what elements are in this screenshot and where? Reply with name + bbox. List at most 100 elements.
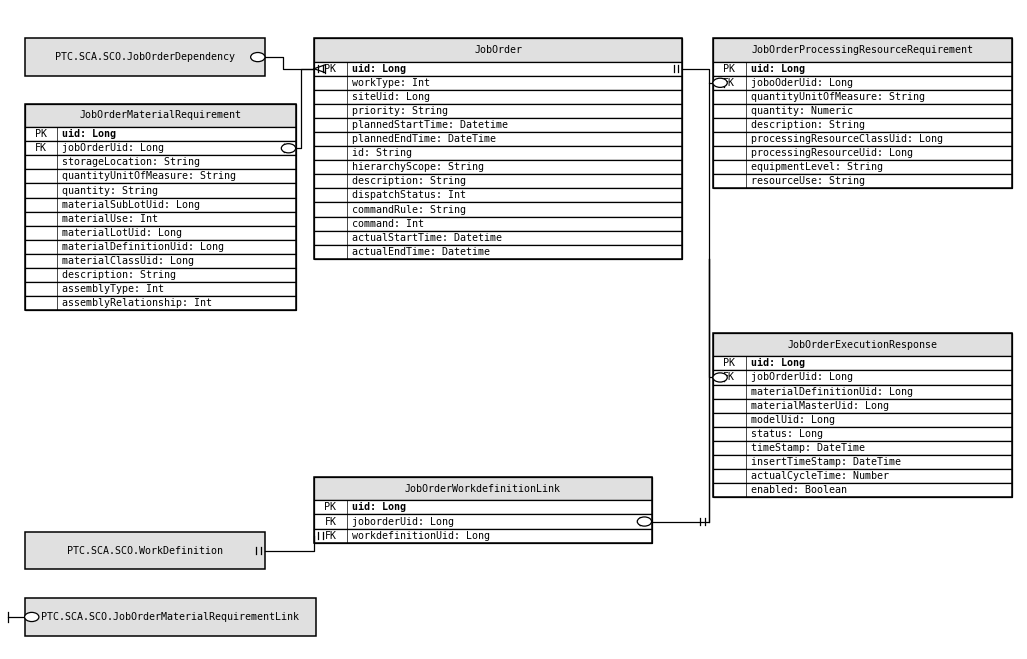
Bar xyxy=(25,268,296,282)
Bar xyxy=(713,399,1012,413)
Text: priority: String: priority: String xyxy=(352,106,448,116)
Text: PTC.SCA.SCO.JobOrderMaterialRequirementLink: PTC.SCA.SCO.JobOrderMaterialRequirementL… xyxy=(41,612,299,622)
Bar xyxy=(314,104,682,118)
Circle shape xyxy=(638,517,651,526)
Bar xyxy=(713,413,1012,427)
Circle shape xyxy=(281,144,296,153)
Text: PTC.SCA.SCO.JobOrderDependency: PTC.SCA.SCO.JobOrderDependency xyxy=(54,52,235,62)
Text: id: String: id: String xyxy=(352,148,412,158)
Text: FK: FK xyxy=(35,143,47,154)
Bar xyxy=(713,160,1012,174)
Text: actualCycleTime: Number: actualCycleTime: Number xyxy=(751,471,888,481)
Text: JobOrderProcessingResourceRequirement: JobOrderProcessingResourceRequirement xyxy=(752,45,974,55)
Bar xyxy=(314,132,682,146)
Bar xyxy=(25,240,296,254)
Text: description: String: description: String xyxy=(63,270,177,280)
Bar xyxy=(713,333,1012,497)
Bar xyxy=(713,483,1012,497)
Text: description: String: description: String xyxy=(352,177,466,186)
Text: materialClassUid: Long: materialClassUid: Long xyxy=(63,256,194,266)
Circle shape xyxy=(713,373,727,382)
Bar xyxy=(25,226,296,240)
Bar xyxy=(25,103,296,127)
Text: PK: PK xyxy=(325,64,337,74)
Text: joborderUid: Long: joborderUid: Long xyxy=(352,517,454,527)
Text: actualEndTime: Datetime: actualEndTime: Datetime xyxy=(352,246,490,257)
Text: processingResourceUid: Long: processingResourceUid: Long xyxy=(751,148,913,158)
Text: quantity: String: quantity: String xyxy=(63,186,158,196)
Bar xyxy=(713,90,1012,104)
Bar xyxy=(314,76,682,90)
Text: hierarchyScope: String: hierarchyScope: String xyxy=(352,162,484,172)
Text: insertTimeStamp: DateTime: insertTimeStamp: DateTime xyxy=(751,457,901,467)
Bar xyxy=(314,500,651,515)
Bar xyxy=(25,532,265,569)
Text: PK: PK xyxy=(35,129,47,139)
Text: joboOderUid: Long: joboOderUid: Long xyxy=(751,78,852,88)
Text: FK: FK xyxy=(723,372,735,382)
Bar xyxy=(25,282,296,296)
Bar xyxy=(25,598,316,636)
Text: materialLotUid: Long: materialLotUid: Long xyxy=(63,228,183,238)
Bar xyxy=(314,118,682,132)
Text: equipmentLevel: String: equipmentLevel: String xyxy=(751,162,883,172)
Bar xyxy=(314,38,682,259)
Text: assemblyType: Int: assemblyType: Int xyxy=(63,284,164,294)
Bar xyxy=(314,90,682,104)
Bar xyxy=(314,231,682,244)
Bar xyxy=(713,441,1012,455)
Text: processingResourceClassUid: Long: processingResourceClassUid: Long xyxy=(751,134,943,144)
Bar xyxy=(713,62,1012,76)
Text: JobOrderMaterialRequirement: JobOrderMaterialRequirement xyxy=(79,110,241,121)
Text: status: Long: status: Long xyxy=(751,429,823,439)
Bar xyxy=(713,146,1012,160)
Bar xyxy=(25,183,296,198)
Bar xyxy=(314,217,682,231)
Text: uid: Long: uid: Long xyxy=(352,502,406,513)
Text: JobOrderWorkdefinitionLink: JobOrderWorkdefinitionLink xyxy=(405,484,561,494)
Bar xyxy=(713,104,1012,118)
Text: jobOrderUid: Long: jobOrderUid: Long xyxy=(751,372,852,382)
Text: quantityUnitOfMeasure: String: quantityUnitOfMeasure: String xyxy=(63,171,236,181)
Bar xyxy=(25,169,296,183)
Text: materialDefinitionUid: Long: materialDefinitionUid: Long xyxy=(751,387,913,397)
Bar xyxy=(713,469,1012,483)
Bar xyxy=(314,477,651,500)
Text: PK: PK xyxy=(723,358,735,368)
Bar xyxy=(25,103,296,310)
Bar xyxy=(314,202,682,217)
Text: enabled: Boolean: enabled: Boolean xyxy=(751,485,847,495)
Text: commandRule: String: commandRule: String xyxy=(352,204,466,214)
Text: workdefinitionUid: Long: workdefinitionUid: Long xyxy=(352,530,490,540)
Bar xyxy=(713,370,1012,384)
Text: quantity: Numeric: quantity: Numeric xyxy=(751,106,852,116)
Text: actualStartTime: Datetime: actualStartTime: Datetime xyxy=(352,233,502,243)
Bar xyxy=(713,132,1012,146)
Text: description: String: description: String xyxy=(751,120,865,130)
Bar xyxy=(713,384,1012,399)
Text: workType: Int: workType: Int xyxy=(352,78,430,88)
Text: JobOrder: JobOrder xyxy=(474,45,522,55)
Bar xyxy=(713,427,1012,441)
Text: PK: PK xyxy=(325,502,337,513)
Text: uid: Long: uid: Long xyxy=(63,129,116,139)
Bar xyxy=(713,333,1012,357)
Text: storageLocation: String: storageLocation: String xyxy=(63,158,200,167)
Circle shape xyxy=(713,78,727,88)
Text: siteUid: Long: siteUid: Long xyxy=(352,92,430,102)
Bar xyxy=(25,296,296,310)
Text: materialUse: Int: materialUse: Int xyxy=(63,214,158,223)
Text: plannedEndTime: DateTime: plannedEndTime: DateTime xyxy=(352,134,496,144)
Bar xyxy=(25,127,296,141)
Text: plannedStartTime: Datetime: plannedStartTime: Datetime xyxy=(352,120,508,130)
Bar xyxy=(25,254,296,268)
Bar xyxy=(314,515,651,529)
Bar xyxy=(713,38,1012,62)
Bar xyxy=(713,76,1012,90)
Bar xyxy=(25,156,296,169)
Text: uid: Long: uid: Long xyxy=(751,358,805,368)
Bar xyxy=(713,357,1012,370)
Text: modelUid: Long: modelUid: Long xyxy=(751,415,835,424)
Bar xyxy=(25,198,296,212)
Text: dispatchStatus: Int: dispatchStatus: Int xyxy=(352,190,466,200)
